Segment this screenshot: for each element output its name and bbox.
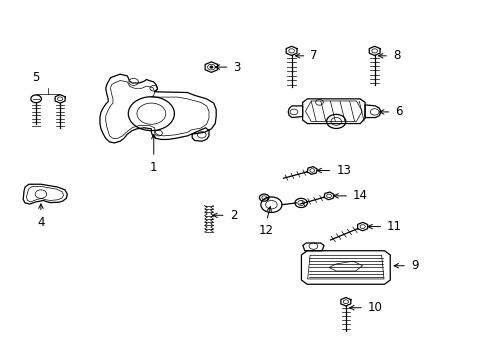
Text: 10: 10: [368, 301, 383, 314]
Text: 9: 9: [411, 259, 418, 272]
Polygon shape: [205, 62, 218, 72]
Text: 3: 3: [233, 60, 241, 73]
Polygon shape: [307, 167, 317, 174]
Polygon shape: [324, 192, 334, 200]
Text: 13: 13: [336, 164, 351, 177]
Text: 2: 2: [230, 209, 237, 222]
Text: 6: 6: [395, 105, 403, 118]
Text: 14: 14: [353, 189, 368, 202]
Text: 12: 12: [259, 224, 274, 237]
Text: 11: 11: [387, 220, 402, 233]
Polygon shape: [358, 222, 368, 231]
Polygon shape: [369, 46, 380, 55]
Polygon shape: [55, 95, 65, 103]
Polygon shape: [341, 297, 351, 306]
Circle shape: [210, 66, 213, 68]
Text: 1: 1: [150, 161, 157, 174]
Text: 4: 4: [37, 216, 45, 229]
Text: 8: 8: [393, 49, 400, 62]
Polygon shape: [286, 46, 297, 55]
Text: 5: 5: [32, 71, 40, 84]
Text: 7: 7: [310, 49, 318, 62]
